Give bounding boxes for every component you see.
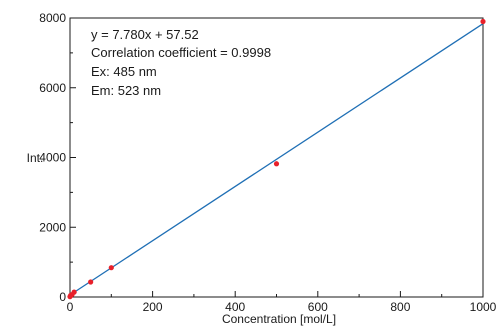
excitation-annotation: Ex: 485 nm [91, 64, 157, 79]
y-tick-label: 4000 [39, 151, 66, 165]
x-tick-label: 400 [225, 300, 245, 314]
x-tick-label: 600 [308, 300, 328, 314]
x-tick-label: 1000 [470, 300, 497, 314]
emission-annotation: Em: 523 nm [91, 83, 161, 98]
points-group [67, 18, 486, 300]
equation-annotation: y = 7.780x + 57.52 [91, 27, 199, 42]
y-tick-label: 2000 [39, 220, 66, 234]
x-tick-label: 200 [143, 300, 163, 314]
fit-line-group [69, 23, 484, 296]
fit-line [69, 23, 484, 296]
data-point [480, 18, 486, 25]
data-point [273, 161, 280, 167]
y-tick-label: 0 [59, 290, 66, 304]
minor-ticks [70, 52, 443, 297]
data-point [71, 289, 77, 295]
x-tick-label: 0 [67, 300, 74, 314]
y-axis-label: Int. [27, 151, 44, 165]
correlation-annotation: Correlation coefficient = 0.9998 [91, 45, 271, 60]
data-point [88, 279, 94, 285]
x-tick-label: 800 [390, 300, 410, 314]
y-tick-label: 6000 [39, 81, 66, 95]
tick-labels: 0 200 400 600 800 1000 0 2000 4000 6000 8000 [39, 11, 496, 314]
y-tick-label: 8000 [39, 11, 66, 25]
x-axis-label: Concentration [mol/L] [222, 312, 336, 326]
data-point [108, 265, 114, 271]
